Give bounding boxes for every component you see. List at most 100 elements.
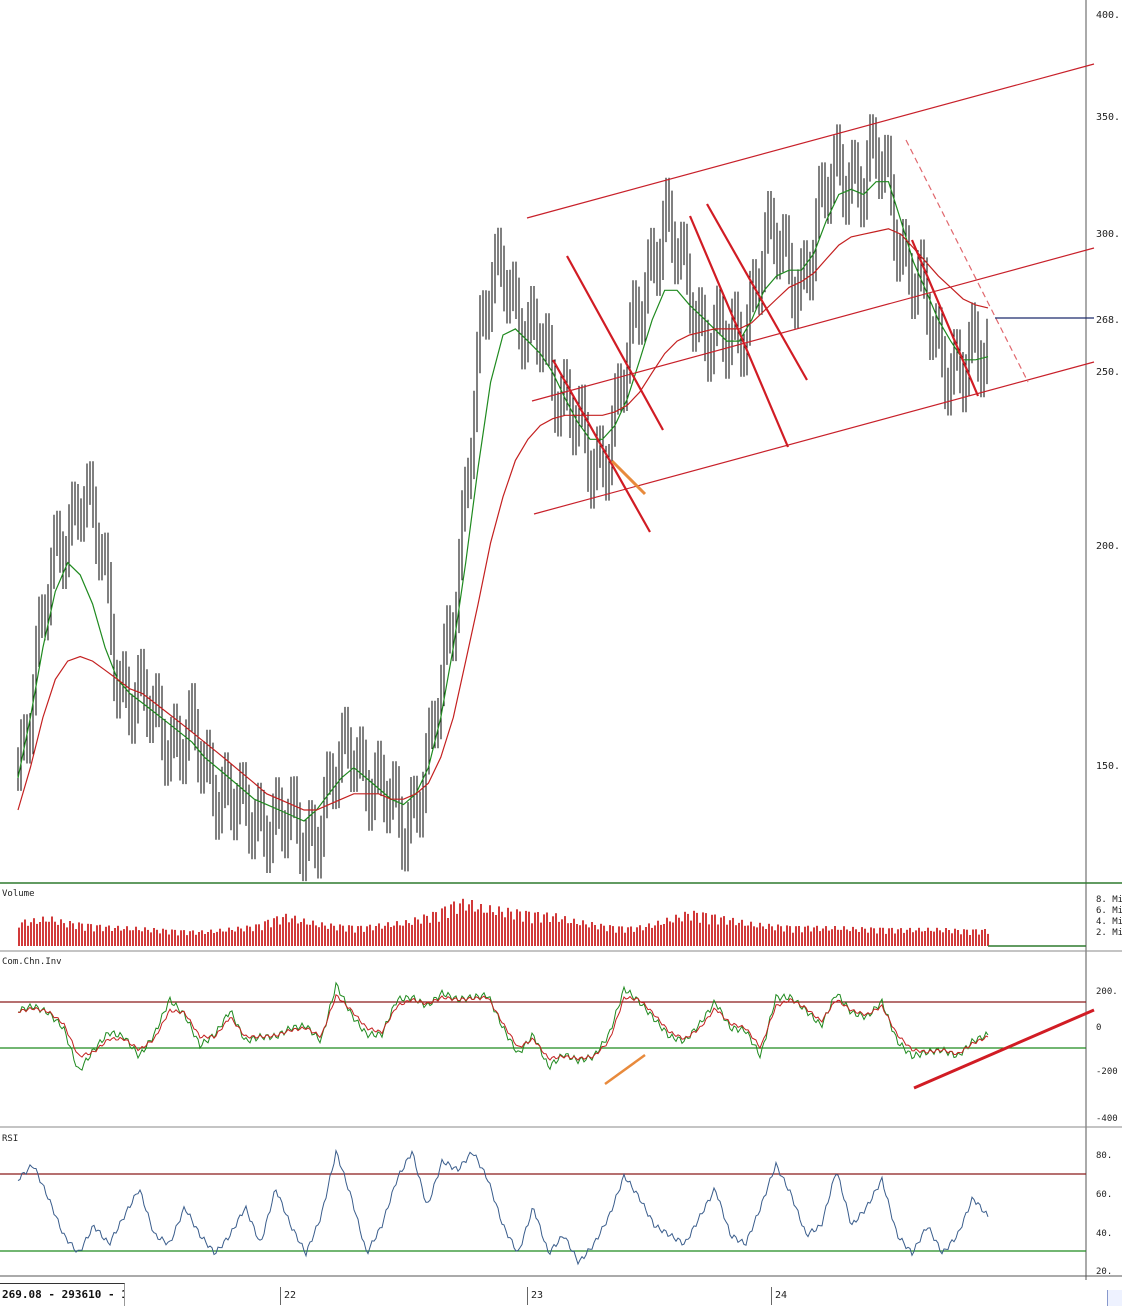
volume-bar	[720, 917, 722, 946]
volume-bar	[144, 927, 146, 946]
price-panel: 400. 350. 300. 268. 250. 200. 150.	[17, 10, 1120, 882]
volume-bar	[399, 925, 401, 946]
volume-bar	[762, 926, 764, 946]
volume-bar	[21, 922, 23, 946]
oscillator-line	[17, 1148, 989, 1266]
volume-bar	[639, 925, 641, 946]
volume-bar	[396, 921, 398, 946]
volume-bar	[78, 922, 80, 946]
volume-bar	[36, 923, 38, 946]
volume-bar	[828, 930, 830, 946]
down-trendline	[552, 359, 651, 533]
volume-bar	[918, 927, 920, 946]
volume-bar	[531, 923, 533, 946]
scroll-corner[interactable]	[1107, 1290, 1122, 1306]
volume-bar	[117, 925, 119, 946]
moving-average-fast-line	[17, 181, 989, 822]
volume-bar	[432, 911, 434, 946]
volume-bar	[834, 926, 836, 946]
volume-bar	[807, 925, 809, 946]
volume-bar	[126, 926, 128, 946]
volume-bar	[672, 922, 674, 946]
volume-bar	[690, 920, 692, 946]
volume-bar	[624, 932, 626, 946]
volume-bar	[939, 930, 941, 946]
volume-bar	[882, 927, 884, 946]
volume-bar	[768, 923, 770, 946]
oscillator-signal-line	[17, 993, 989, 1061]
moving-average-slow-line	[17, 228, 989, 811]
volume-bar	[171, 929, 173, 946]
volume-bar	[516, 909, 518, 946]
volume-bar	[225, 931, 227, 946]
volume-bar	[123, 929, 125, 946]
descending-trendlines[interactable]	[552, 139, 1029, 533]
volume-bar	[921, 931, 923, 946]
volume-bar	[342, 925, 344, 946]
volume-bar	[756, 927, 758, 946]
volume-bar	[897, 929, 899, 946]
volume-bar	[927, 927, 929, 946]
volume-bar	[645, 927, 647, 946]
volume-panel-label: Volume	[2, 889, 35, 899]
down-trendline	[566, 255, 664, 431]
red-trendline[interactable]	[913, 1008, 1095, 1090]
volume-bar	[336, 930, 338, 946]
volume-bar	[471, 900, 473, 946]
volume-bar	[324, 925, 326, 946]
volume-bar	[45, 921, 47, 946]
volume-bar	[678, 917, 680, 946]
volume-bar	[417, 919, 419, 946]
price-tick-label: 300.	[1096, 229, 1120, 240]
volume-bar	[801, 932, 803, 946]
volume-bar	[846, 929, 848, 946]
volume-bar	[717, 924, 719, 946]
volume-bar	[567, 923, 569, 946]
volume-bar	[351, 925, 353, 946]
volume-bar	[702, 912, 704, 946]
volume-bar	[393, 925, 395, 946]
volume-bar	[747, 925, 749, 946]
volume-bar	[774, 930, 776, 946]
volume-bar	[591, 922, 593, 946]
volume-bar	[60, 919, 62, 946]
rsi-tick-label: 80.	[1096, 1151, 1112, 1161]
volume-bar	[771, 926, 773, 946]
volume-bar	[579, 925, 581, 946]
volume-bar	[915, 930, 917, 946]
volume-bar	[735, 925, 737, 946]
volume-bar	[627, 927, 629, 946]
volume-bar	[984, 929, 986, 946]
volume-bar	[198, 932, 200, 946]
volume-bar	[297, 923, 299, 946]
volume-bar	[726, 924, 728, 946]
volume-bar	[138, 930, 140, 946]
volume-bar	[969, 935, 971, 946]
down-trendline	[706, 203, 808, 381]
chaikin-panel-label: Com.Chn.Inv	[2, 957, 62, 967]
volume-bar	[687, 913, 689, 946]
chaikin-axis: 200. 0 -200 -400	[1096, 987, 1118, 1124]
orange-trendline[interactable]	[604, 1053, 646, 1086]
regression-channel[interactable]	[526, 63, 1095, 515]
volume-bar	[84, 930, 86, 946]
chaikin-tick-label: 200.	[1096, 987, 1118, 997]
volume-bar	[330, 923, 332, 946]
volume-bar	[189, 931, 191, 946]
orange-trendline[interactable]	[610, 459, 647, 496]
volume-bar	[804, 926, 806, 946]
volume-bar	[426, 915, 428, 946]
volume-bar	[474, 911, 476, 946]
volume-bar	[201, 930, 203, 946]
volume-bar	[606, 931, 608, 946]
volume-bar	[975, 929, 977, 946]
volume-bar	[348, 925, 350, 946]
volume-bar	[213, 933, 215, 946]
volume-bar	[642, 930, 644, 946]
volume-bar	[156, 929, 158, 946]
volume-bar	[279, 924, 281, 946]
ma-slow-line	[17, 228, 989, 811]
volume-bar	[576, 924, 578, 946]
volume-bar	[528, 911, 530, 946]
volume-bar	[291, 918, 293, 946]
